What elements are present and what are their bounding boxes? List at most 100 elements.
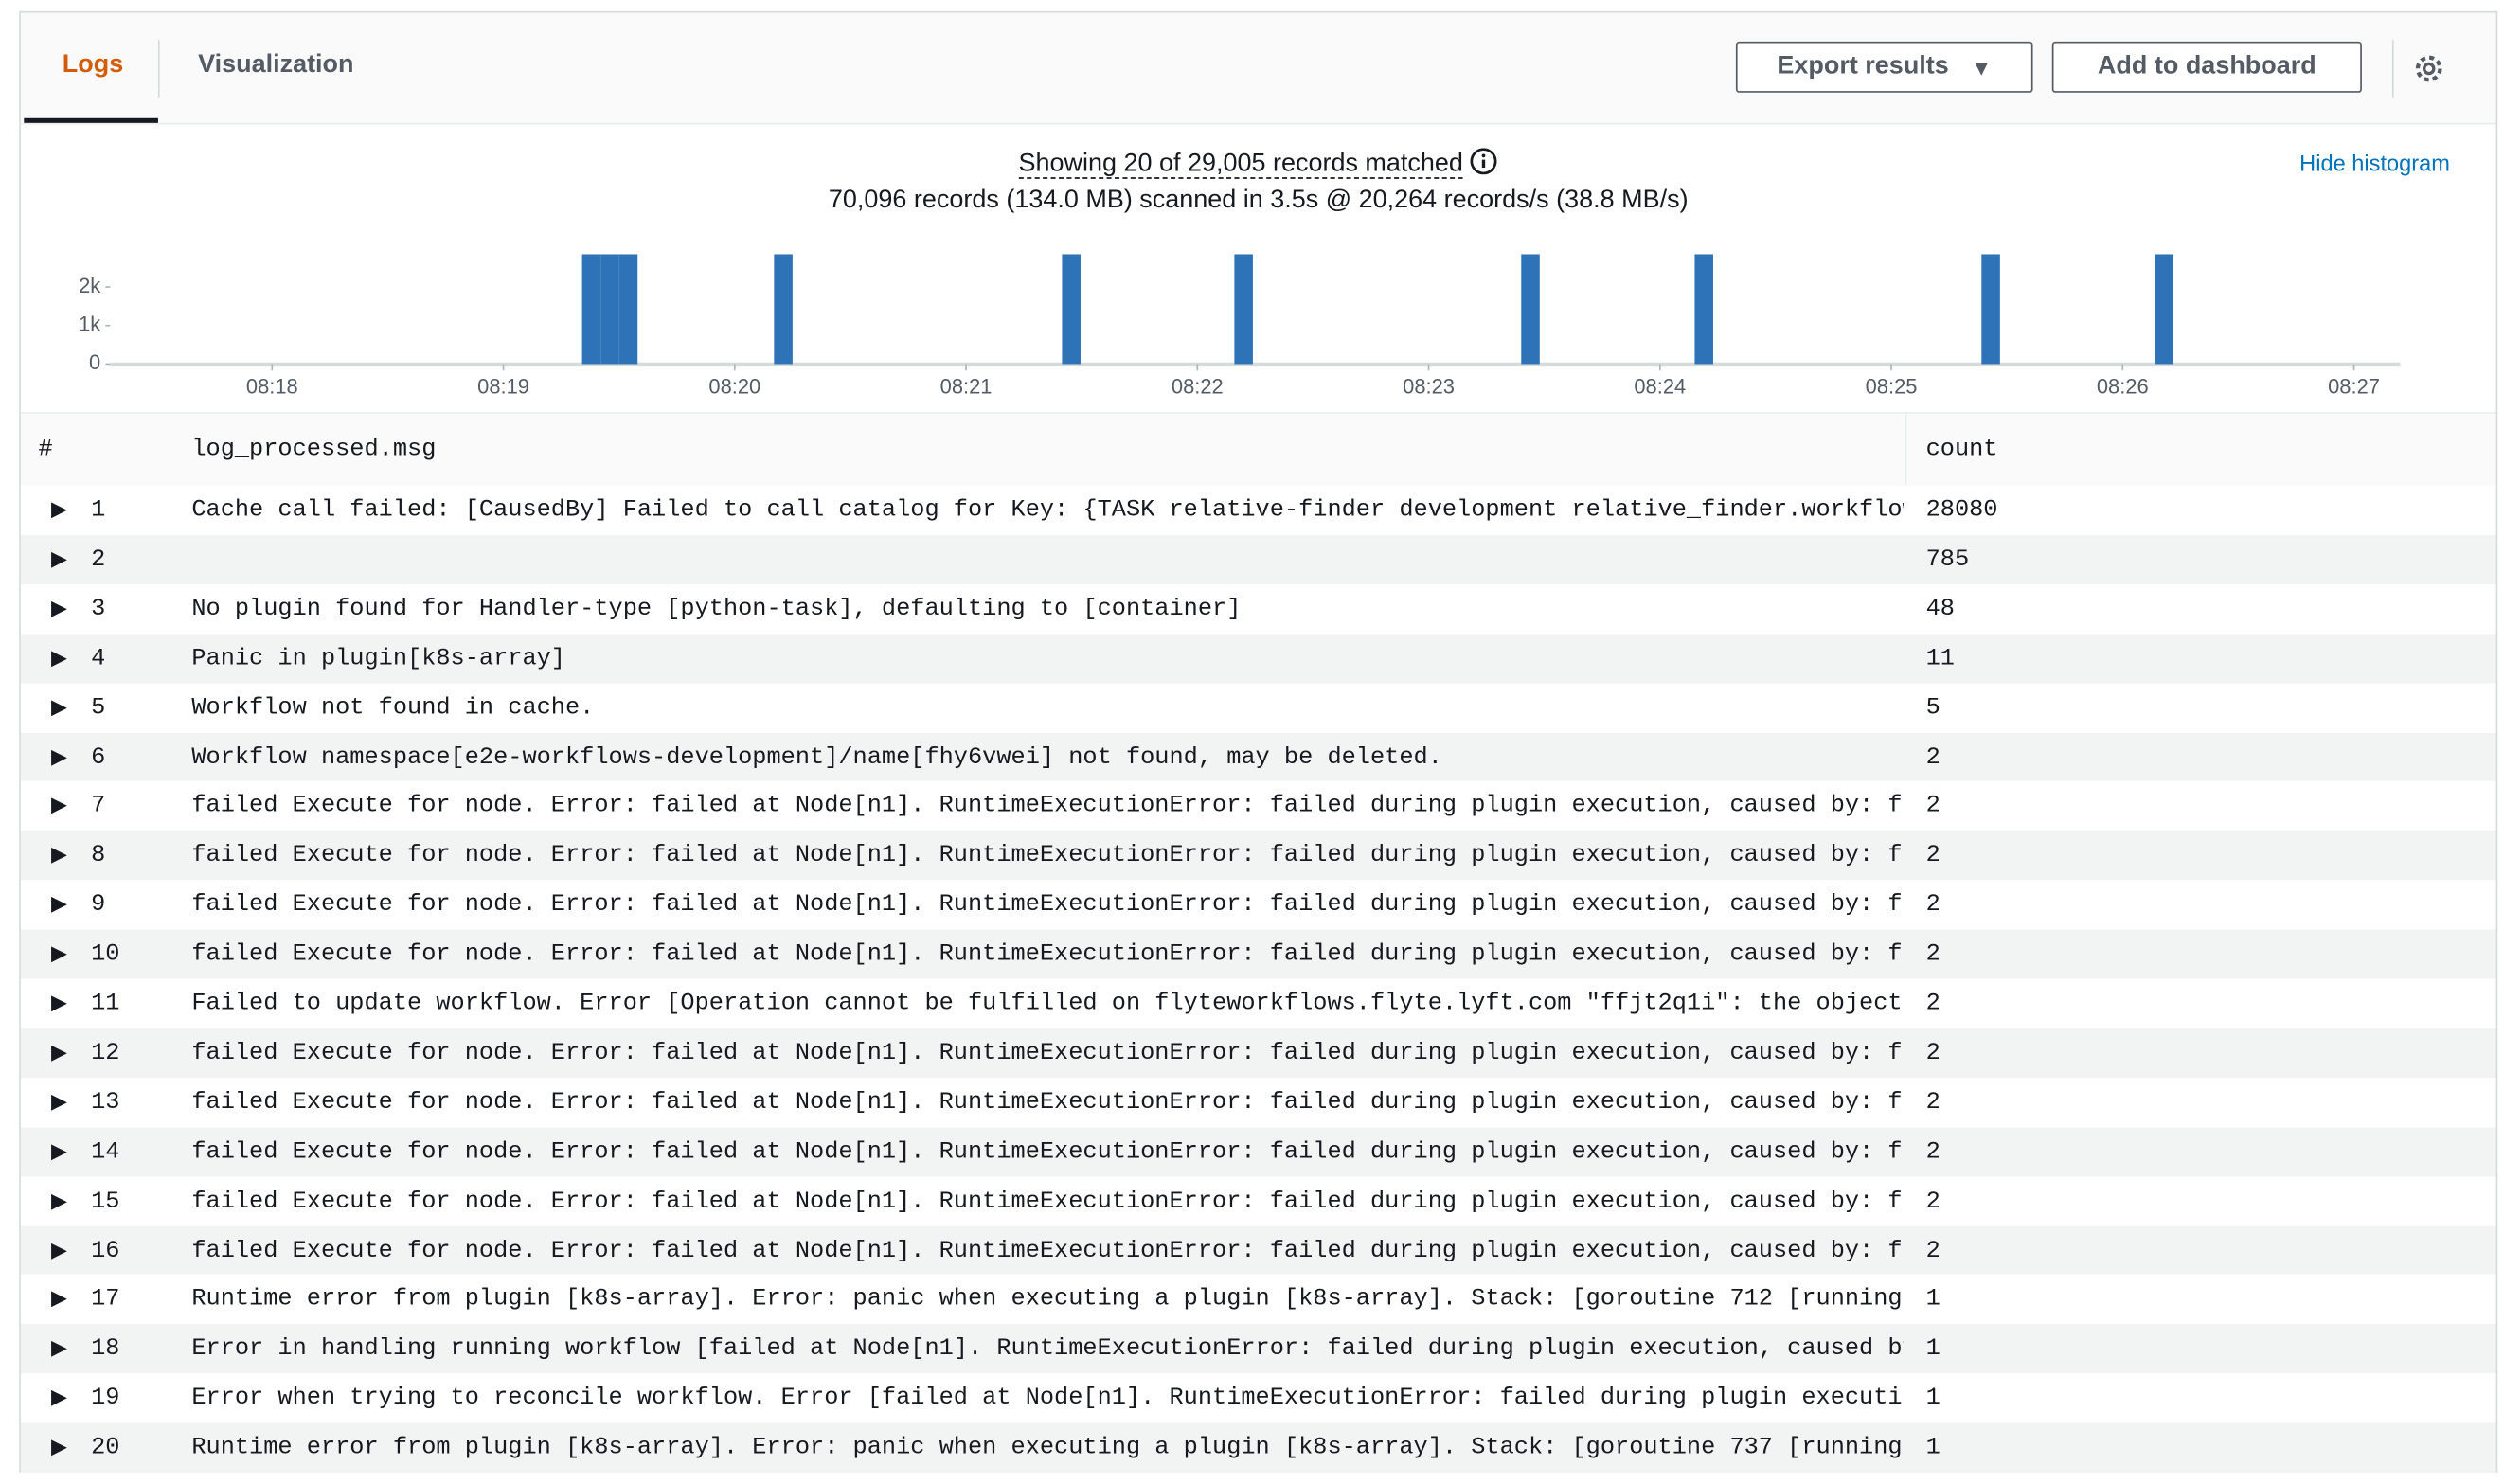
row-number: 6 <box>91 742 106 771</box>
matched-text[interactable]: Showing 20 of 29,005 records matched <box>1018 150 1463 179</box>
row-number: 2 <box>91 545 106 574</box>
expand-arrow[interactable]: ▶ <box>50 1238 67 1262</box>
log-message: Error in handling running workflow [fail… <box>191 1335 1904 1363</box>
table-row: ▶ 14 failed Execute for node. Error: faile… <box>20 1126 2496 1177</box>
expand-arrow[interactable]: ▶ <box>50 498 67 523</box>
bar <box>1694 254 1713 365</box>
expand-arrow[interactable]: ▶ <box>50 547 67 572</box>
expand-arrow[interactable]: ▶ <box>50 794 67 819</box>
log-message: failed Execute for node. Error: failed a… <box>191 1187 1904 1215</box>
expand-arrow[interactable]: ▶ <box>50 695 67 720</box>
expand-arrow[interactable]: ▶ <box>50 843 67 868</box>
matched-line: Showing 20 of 29,005 records matched <box>21 147 2496 179</box>
expand-arrow[interactable]: ▶ <box>50 1287 67 1313</box>
row-number: 3 <box>91 595 106 623</box>
expand-arrow[interactable]: ▶ <box>50 1189 67 1213</box>
count: 2 <box>1925 1039 1941 1067</box>
table-row: ▶ 10 failed Execute for node. Error: faile… <box>20 929 2496 979</box>
count: 5 <box>1925 693 1941 722</box>
row-number: 1 <box>91 496 106 525</box>
row-number: 4 <box>91 644 106 672</box>
table-row: ▶ 20 Runtime error from plugin [k8s-array]… <box>20 1422 2496 1473</box>
table-row: ▶ 4 Panic in plugin[k8s-array] 11 <box>20 633 2496 684</box>
log-message: Panic in plugin[k8s-array] <box>191 644 566 672</box>
log-message: failed Execute for node. Error: failed a… <box>191 1236 1904 1264</box>
table-row: ▶ 12 failed Execute for node. Error: faile… <box>20 1028 2496 1079</box>
log-message: Runtime error from plugin [k8s-array]. E… <box>191 1434 1904 1462</box>
table-row: ▶ 8 failed Execute for node. Error: failed… <box>20 831 2496 881</box>
dashboard-button[interactable]: Add to dashboard <box>2051 41 2362 93</box>
tab-logs[interactable]: Logs <box>62 50 124 79</box>
hide-histogram-link[interactable]: Hide histogram <box>2299 150 2450 176</box>
bar <box>1521 254 1540 365</box>
log-message: failed Execute for node. Error: failed a… <box>191 1039 1904 1067</box>
table-row: ▶ 19 Error when trying to reconcile workfl… <box>20 1373 2496 1423</box>
count: 2 <box>1925 1137 1941 1166</box>
bar <box>1062 254 1081 365</box>
count: 2 <box>1925 842 1941 869</box>
settings-icon[interactable] <box>2413 53 2445 85</box>
table-row: ▶ 3 No plugin found for Handler-type [pyth… <box>20 583 2496 635</box>
tab-divider <box>157 40 160 98</box>
table-row: ▶ 1 Cache call failed: [CausedBy] Failed t… <box>20 485 2496 535</box>
x-tick-label: 08:22 <box>1172 375 1224 399</box>
row-number: 7 <box>91 793 106 820</box>
table-row: ▶ 18 Error in handling running workflow [f… <box>20 1324 2496 1374</box>
x-tick-label: 08:23 <box>1403 375 1455 399</box>
log-message: failed Execute for node. Error: failed a… <box>191 1137 1904 1166</box>
x-tick-label: 08:20 <box>708 375 760 399</box>
table-row: ▶ 17 Runtime error from plugin [k8s-array]… <box>20 1275 2496 1325</box>
expand-arrow[interactable]: ▶ <box>50 892 67 918</box>
y-tick-label: 1k <box>79 313 100 336</box>
log-message: failed Execute for node. Error: failed a… <box>191 940 1904 969</box>
divider <box>2391 40 2394 98</box>
expand-arrow[interactable]: ▶ <box>50 744 67 769</box>
y-tick-label: 2k <box>79 274 100 297</box>
count: 2 <box>1925 742 1941 771</box>
log-message: failed Execute for node. Error: failed a… <box>191 1088 1904 1117</box>
count: 11 <box>1925 644 1955 672</box>
bar <box>1981 254 2000 365</box>
table-row: ▶ 15 failed Execute for node. Error: faile… <box>20 1176 2496 1226</box>
table-row: ▶ 16 failed Execute for node. Error: faile… <box>20 1225 2496 1276</box>
log-message: Runtime error from plugin [k8s-array]. E… <box>191 1286 1904 1314</box>
tab-visualization[interactable]: Visualization <box>198 50 354 79</box>
log-message: Failed to update workflow. Error [Operat… <box>191 990 1904 1018</box>
log-message: Cache call failed: [CausedBy] Failed to … <box>191 496 1904 525</box>
log-message: Workflow namespace[e2e-workflows-develop… <box>191 742 1442 771</box>
expand-arrow[interactable]: ▶ <box>50 1041 67 1065</box>
expand-arrow[interactable]: ▶ <box>50 597 67 621</box>
row-number: 16 <box>91 1236 120 1264</box>
log-message: No plugin found for Handler-type [python… <box>191 595 1242 623</box>
bar <box>600 254 619 365</box>
row-number: 18 <box>91 1335 120 1363</box>
tab-underline <box>24 117 158 123</box>
export-button[interactable]: Export results ▼ <box>1735 41 2033 93</box>
x-tick-label: 08:26 <box>2097 375 2149 399</box>
count: 2 <box>1925 793 1941 820</box>
table-row: ▶ 5 Workflow not found in cache. 5 <box>20 683 2496 733</box>
count: 1 <box>1925 1434 1941 1462</box>
expand-arrow[interactable]: ▶ <box>50 646 67 670</box>
expand-arrow[interactable]: ▶ <box>50 1386 67 1411</box>
x-tick-label: 08:21 <box>940 375 993 399</box>
x-tick-label: 08:19 <box>477 375 529 399</box>
expand-arrow[interactable]: ▶ <box>50 1090 67 1115</box>
row-number: 9 <box>91 891 106 919</box>
expand-arrow[interactable]: ▶ <box>50 1336 67 1362</box>
y-tick-label: 0 <box>89 350 100 374</box>
table-row: ▶ 13 failed Execute for node. Error: faile… <box>20 1077 2496 1128</box>
expand-arrow[interactable]: ▶ <box>50 1139 67 1164</box>
row-number: 15 <box>91 1187 120 1215</box>
expand-arrow[interactable]: ▶ <box>50 992 67 1016</box>
bar <box>2155 254 2174 365</box>
histogram: 0 1k 2k 08:18 08:19 08:20 08:21 08:22 08:23 08:24… <box>79 254 2401 399</box>
count: 2 <box>1925 990 1941 1018</box>
row-number: 19 <box>91 1385 120 1412</box>
expand-arrow[interactable]: ▶ <box>50 942 67 967</box>
log-message: failed Execute for node. Error: failed a… <box>191 793 1904 820</box>
x-tick-label: 08:27 <box>2328 375 2380 399</box>
row-number: 12 <box>91 1039 120 1067</box>
info-icon[interactable] <box>1470 147 1498 175</box>
expand-arrow[interactable]: ▶ <box>50 1436 67 1460</box>
